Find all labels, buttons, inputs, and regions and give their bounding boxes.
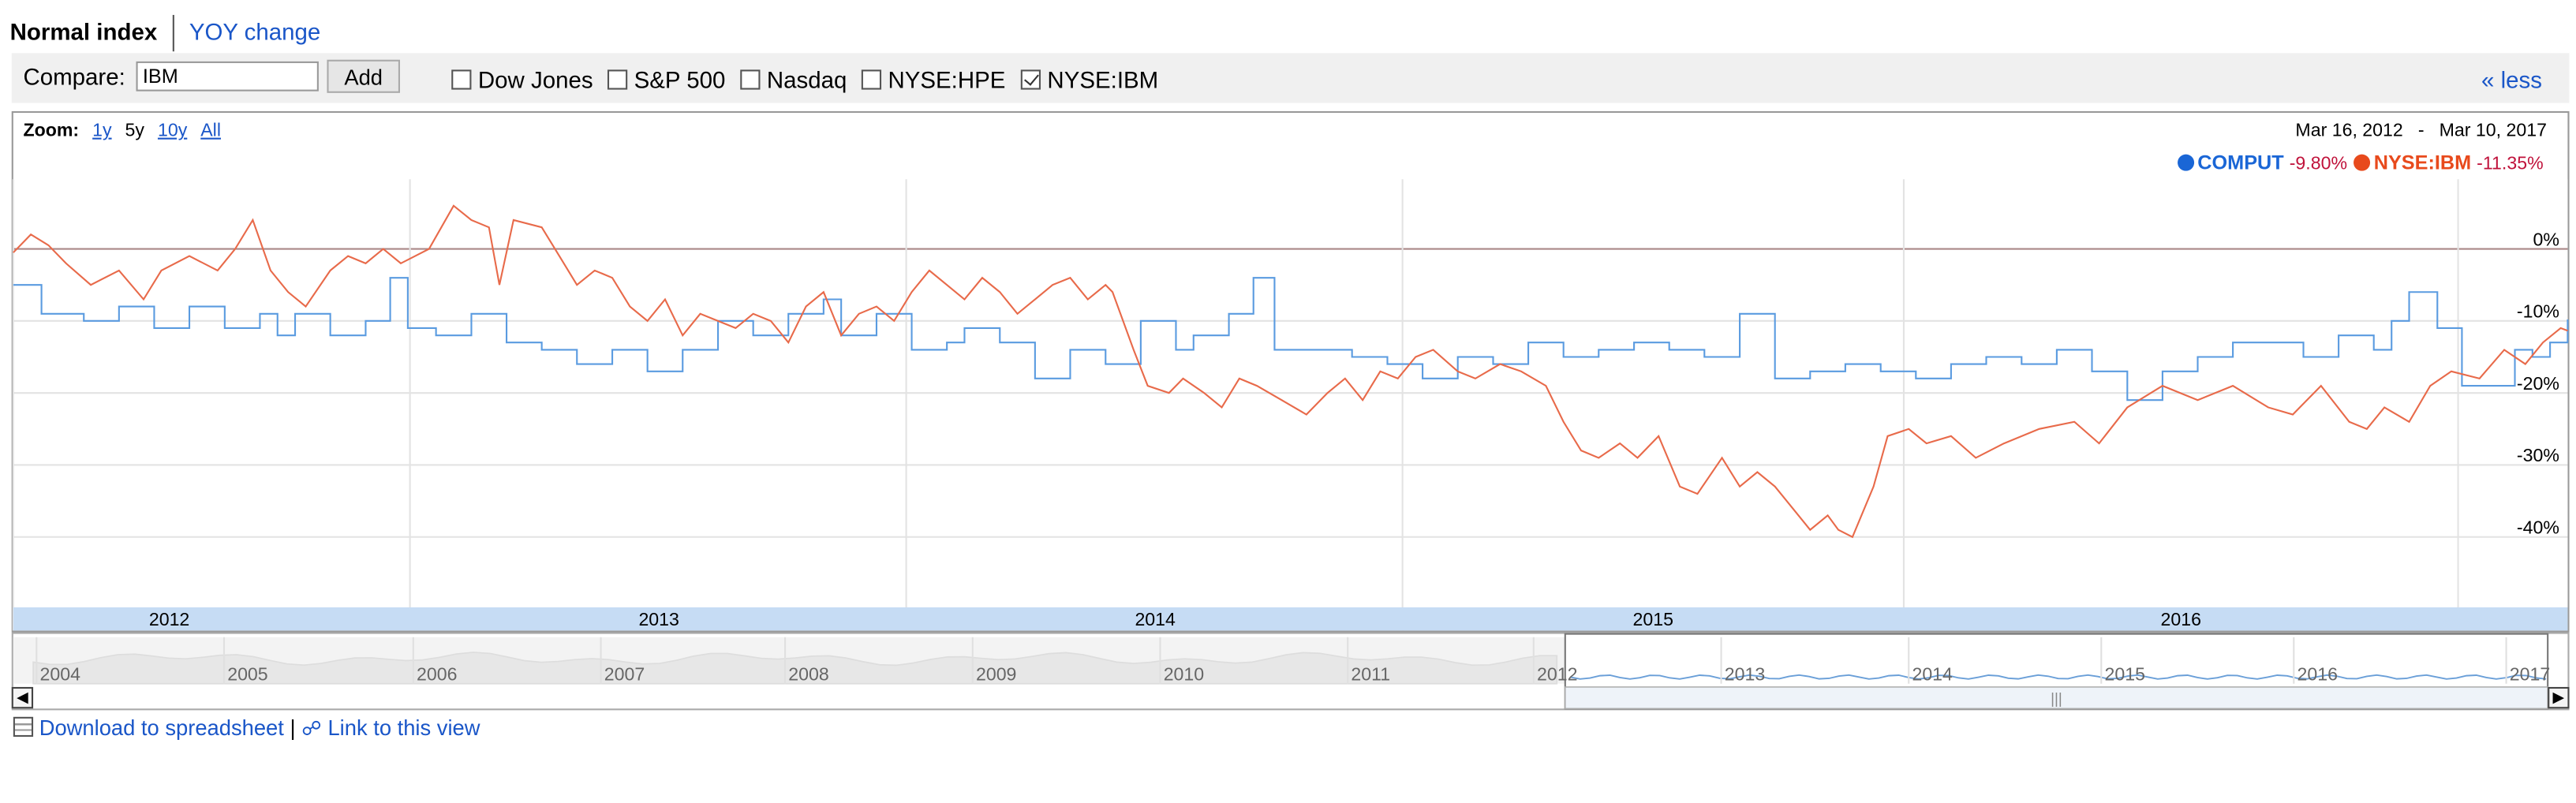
navigator-year-label: 2016 [2297,664,2338,685]
link-chain-icon: ☍ [301,717,322,740]
navigator-year-label: 2009 [976,664,1016,685]
navigator-series-line [1570,675,2546,679]
navigator-year-label: 2014 [1912,664,1953,685]
navigator-year-label: 2004 [39,664,80,685]
navigator-year-label: 2005 [227,664,267,685]
scroll-grip-icon[interactable]: ||| [2051,691,2062,708]
navigator-year-label: 2010 [1164,664,1204,685]
navigator-year-label: 2012 [1537,664,1577,685]
navigator-year-label: 2006 [417,664,457,685]
scroll-right-icon[interactable]: ▶ [2548,687,2569,708]
download-spreadsheet-link[interactable]: Download to spreadsheet [39,715,284,741]
navigator-year-label: 2015 [2104,664,2144,685]
navigator-year-label: 2008 [788,664,828,685]
navigator-year-label: 2017 [2510,664,2550,685]
footer-sep: | [290,715,295,741]
navigator-year-label: 2007 [604,664,645,685]
navigator-year-label: 2013 [1725,664,1765,685]
footer-links: Download to spreadsheet | ☍ Link to this… [13,715,480,741]
scroll-left-icon[interactable]: ◀ [12,687,33,708]
spreadsheet-icon [13,717,33,737]
link-to-view[interactable]: Link to this view [327,715,480,741]
navigator-year-label: 2011 [1351,664,1390,685]
